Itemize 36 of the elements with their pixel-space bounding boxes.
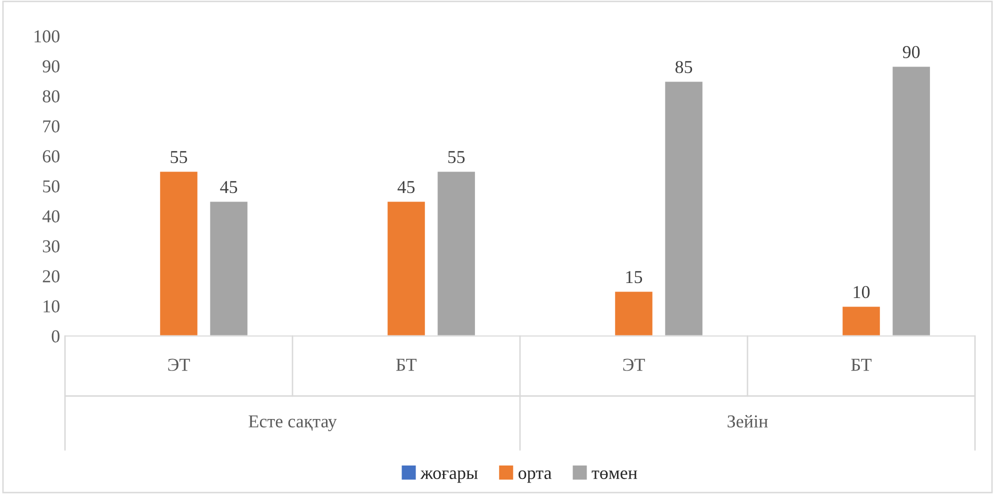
bar bbox=[614, 290, 654, 336]
y-tick-label: 70 bbox=[43, 120, 60, 132]
y-tick-label: 0 bbox=[52, 330, 60, 342]
y-tick-label: 40 bbox=[42, 210, 60, 222]
y-tick-label: 90 bbox=[42, 60, 60, 72]
y-tick-label: 30 bbox=[42, 240, 60, 252]
data-label: 45 bbox=[398, 181, 415, 194]
legend-label: төмен bbox=[592, 470, 638, 480]
legend-label: орта bbox=[518, 470, 552, 483]
x-tick-label: ЭТ bbox=[623, 358, 645, 371]
bar bbox=[436, 170, 476, 336]
data-label: 45 bbox=[220, 181, 238, 194]
bar bbox=[158, 170, 199, 336]
bar bbox=[386, 200, 426, 336]
bar bbox=[664, 80, 704, 336]
x-tick-label: ЭТ bbox=[168, 358, 190, 371]
y-tick-label: 20 bbox=[42, 270, 60, 282]
y-tick-label: 60 bbox=[42, 150, 60, 162]
x-tick-label: БТ bbox=[396, 358, 417, 371]
bar bbox=[841, 305, 882, 336]
bar bbox=[208, 200, 249, 336]
y-tick-label: 80 bbox=[42, 90, 60, 102]
data-label: 10 bbox=[854, 286, 870, 298]
text: Зейін bbox=[728, 414, 768, 428]
text: Есте сақтау bbox=[248, 415, 337, 432]
bar bbox=[891, 65, 932, 336]
data-label: 55 bbox=[170, 151, 188, 164]
x-tick-label: БТ bbox=[851, 358, 872, 371]
data-label: 90 bbox=[902, 46, 920, 58]
legend-label: жоғары bbox=[420, 470, 478, 483]
y-tick-label: 50 bbox=[43, 180, 60, 192]
y-tick-label: 100 bbox=[34, 30, 60, 42]
data-label: 15 bbox=[626, 271, 642, 284]
data-label: 55 bbox=[448, 151, 465, 164]
y-tick-label: 10 bbox=[44, 300, 60, 312]
data-label: 85 bbox=[675, 60, 692, 74]
